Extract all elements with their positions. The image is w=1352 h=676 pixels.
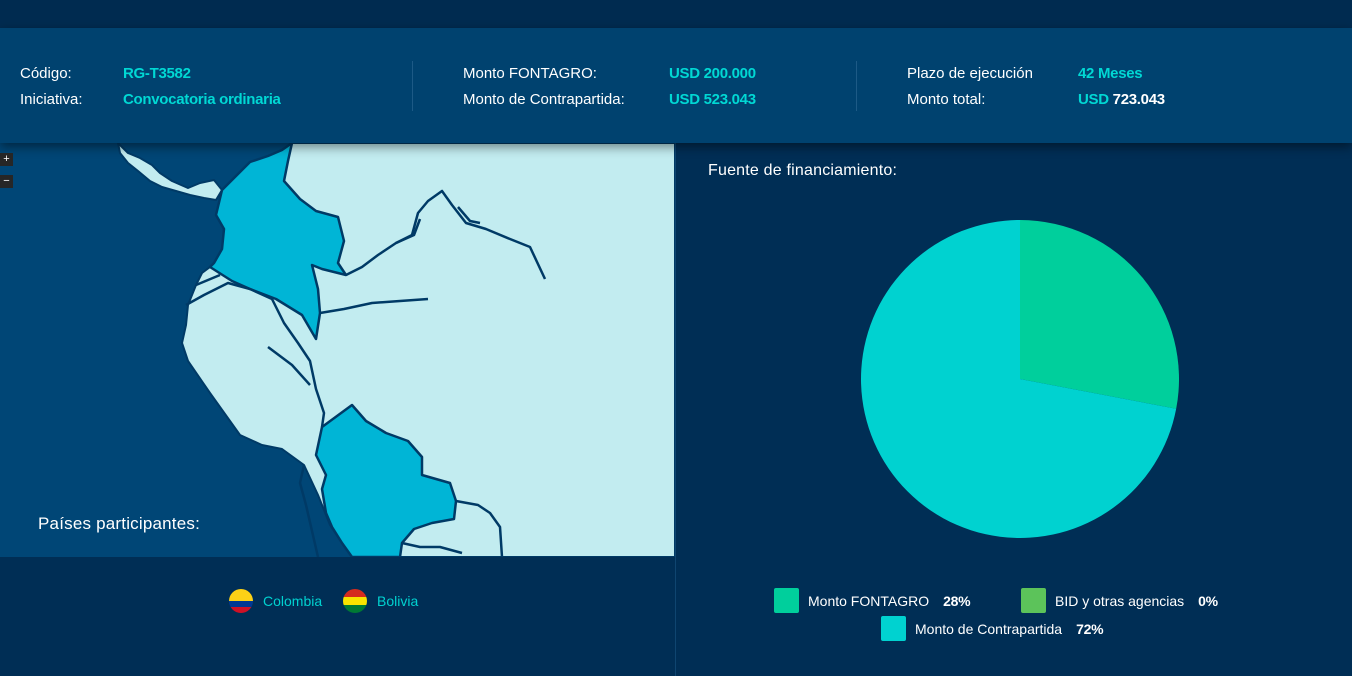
financing-pie-chart[interactable] (861, 220, 1179, 538)
legend-item-monto-contrapartida[interactable]: Monto de Contrapartida 72% (881, 616, 1104, 641)
flag-stripe (229, 601, 253, 607)
top-bar (0, 0, 1352, 28)
zoom-in-button[interactable]: + (0, 153, 13, 166)
bolivia-flag-icon (343, 589, 367, 613)
info-row-monto-fontagro: Monto FONTAGRO: USD 200.000 (463, 61, 843, 87)
legend-label: Monto FONTAGRO (808, 592, 930, 609)
country-bolivia[interactable]: Bolivia (343, 589, 419, 613)
map-svg (117, 143, 675, 557)
legend-swatch (881, 616, 906, 641)
codigo-label: Código: (20, 65, 72, 82)
info-row-iniciativa: Iniciativa: Convocatoria ordinaria (20, 87, 400, 113)
legend-label: Monto de Contrapartida (915, 620, 1063, 637)
plazo-label: Plazo de ejecución (907, 65, 1033, 82)
pie-slice-monto-fontagro[interactable] (1020, 220, 1179, 409)
legend-swatch (1021, 588, 1046, 613)
monto-total-amount: 723.043 (1112, 91, 1165, 108)
countries-panel (0, 557, 675, 676)
map-borders (185, 189, 547, 557)
legend-label: BID y otras agencias (1055, 592, 1185, 609)
map-land-central-america (117, 143, 223, 201)
info-divider (412, 61, 413, 111)
country-colombia[interactable]: Colombia (229, 589, 323, 613)
monto-fontagro-label: Monto FONTAGRO: (463, 65, 597, 82)
country-name: Colombia (263, 593, 323, 609)
monto-total-label: Monto total: (907, 91, 986, 108)
codigo-value: RG-T3582 (123, 65, 191, 82)
info-group-montos: Monto FONTAGRO: USD 200.000 Monto de Con… (463, 61, 843, 113)
monto-total-value: USD 723.043 (1078, 87, 1165, 113)
iniciativa-label: Iniciativa: (20, 91, 83, 108)
iniciativa-value: Convocatoria ordinaria (123, 91, 281, 108)
legend-pct: 28% (943, 592, 971, 609)
paises-title: Países participantes: (38, 514, 201, 533)
legend-pct: 72% (1076, 620, 1104, 637)
monto-fontagro-value: USD 200.000 (669, 65, 756, 82)
info-row-plazo: Plazo de ejecución 42 Meses (907, 61, 1287, 87)
project-info-bar: Código: RG-T3582 Iniciativa: Convocatori… (0, 28, 1352, 143)
legend-item-bid[interactable]: BID y otras agencias 0% (1021, 588, 1218, 613)
flag-stripe (343, 597, 367, 606)
info-group-plazo: Plazo de ejecución 42 Meses Monto total:… (907, 61, 1287, 113)
info-row-monto-contrapartida: Monto de Contrapartida: USD 523.043 (463, 87, 843, 113)
legend-swatch (774, 588, 799, 613)
map-country-colombia (208, 143, 348, 341)
flag-stripe (229, 589, 253, 601)
country-name: Bolivia (377, 593, 419, 609)
info-row-monto-total: Monto total: USD 723.043 (907, 87, 1287, 113)
monto-contrapartida-label: Monto de Contrapartida: (463, 91, 625, 108)
legend-item-monto-fontagro[interactable]: Monto FONTAGRO 28% (774, 588, 971, 613)
colombia-flag-icon (229, 589, 253, 613)
plazo-value: 42 Meses (1078, 65, 1143, 82)
info-row-codigo: Código: RG-T3582 (20, 61, 400, 87)
flag-stripe (343, 589, 367, 598)
zoom-out-button[interactable]: − (0, 175, 13, 188)
info-divider (856, 61, 857, 111)
flag-stripe (343, 605, 367, 613)
monto-total-currency: USD (1078, 91, 1109, 108)
flag-stripe (229, 607, 253, 613)
map-country-bolivia (314, 403, 458, 557)
fuente-title: Fuente de financiamiento: (708, 162, 898, 179)
panel-divider (675, 143, 676, 676)
monto-contrapartida-value: USD 523.043 (669, 91, 756, 108)
pie-slice-monto-de-contrapartida[interactable] (861, 220, 1177, 538)
country-map[interactable] (0, 143, 675, 557)
info-group-codigo: Código: RG-T3582 Iniciativa: Convocatori… (20, 61, 400, 113)
legend-pct: 0% (1198, 592, 1218, 609)
